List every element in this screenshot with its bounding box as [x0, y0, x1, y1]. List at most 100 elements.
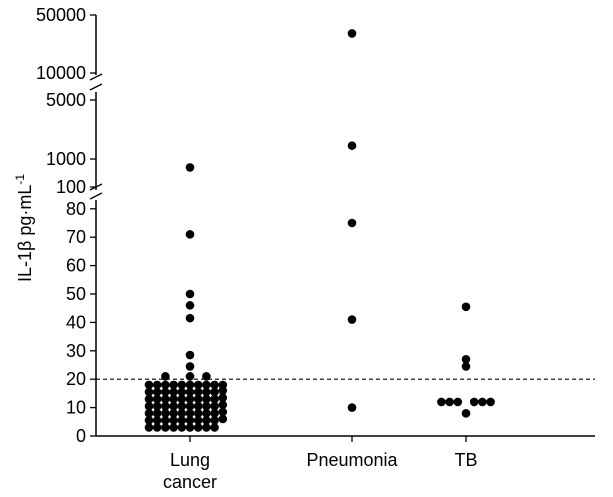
data-point [152, 380, 162, 390]
data-point [185, 301, 195, 310]
data-point [202, 372, 211, 381]
y-tick-label: 10 [66, 398, 86, 418]
data-point [218, 407, 228, 417]
data-point [347, 29, 357, 38]
y-tick-label: 5000 [46, 90, 86, 110]
data-point [152, 423, 162, 432]
y-tick-label: 60 [66, 256, 86, 276]
data-point [453, 397, 463, 407]
data-point [185, 394, 195, 404]
y-tick-label: 100 [56, 177, 86, 197]
y-tick-label: 70 [66, 227, 86, 247]
y-tick-label: 20 [66, 369, 86, 389]
data-point [152, 394, 162, 404]
data-point [144, 423, 154, 432]
y-tick-label: 10000 [36, 63, 86, 83]
data-point [469, 397, 479, 407]
data-point [347, 141, 357, 150]
data-point [218, 393, 228, 402]
data-point [347, 403, 357, 412]
data-point [185, 423, 195, 432]
axis-break-mark [89, 73, 103, 91]
data-point [445, 397, 454, 407]
data-point [461, 302, 471, 312]
data-point [193, 401, 203, 411]
data-point [152, 408, 162, 418]
data-point [177, 380, 187, 390]
axis-breaks [89, 73, 103, 200]
data-point [185, 230, 195, 239]
data-point [461, 355, 471, 364]
data-point [202, 408, 211, 418]
data-point [185, 387, 195, 397]
axis-break-mark [89, 183, 103, 200]
data-point [177, 387, 187, 397]
x-category-label: TB [454, 450, 477, 470]
data-point [177, 423, 187, 432]
data-point [177, 408, 187, 418]
data-point [152, 387, 162, 397]
x-ticks: Lung cancer Pneumonia TB [163, 436, 478, 492]
data-point [193, 408, 203, 418]
y-tick-label: 50 [66, 284, 86, 304]
data-point [210, 387, 219, 397]
data-point [437, 397, 446, 407]
data-point [202, 387, 211, 397]
data-point [185, 401, 195, 411]
data-point [161, 423, 170, 432]
data-point [218, 380, 228, 390]
data-point [461, 408, 471, 418]
data-point [210, 380, 219, 390]
data-point [218, 414, 228, 424]
data-point [161, 416, 170, 425]
x-category-label: Lung cancer [163, 450, 217, 492]
y-tick-label: 40 [66, 312, 86, 332]
data-point [177, 401, 187, 411]
data-point [185, 408, 195, 418]
data-point [193, 394, 203, 404]
data-point [185, 350, 195, 360]
data-point [169, 380, 178, 390]
data-point [210, 408, 219, 418]
data-point [461, 362, 471, 371]
data-point [144, 380, 154, 390]
data-point [210, 423, 219, 432]
data-point [177, 394, 187, 404]
data-point [486, 397, 495, 407]
data-point [210, 394, 219, 404]
y-axis-title: IL-1β pg·mL-1 [13, 174, 35, 282]
data-point [161, 380, 170, 390]
data-point [169, 423, 178, 432]
data-point [169, 394, 178, 404]
data-point [218, 400, 228, 410]
data-point [193, 387, 203, 397]
data-point [202, 380, 211, 390]
data-point [202, 416, 211, 425]
data-point [161, 408, 170, 418]
data-point [152, 416, 162, 425]
data-point [185, 362, 195, 371]
y-tick-label: 80 [66, 199, 86, 219]
data-point [185, 372, 195, 381]
data-point [202, 423, 211, 432]
data-point [185, 313, 195, 323]
data-point [202, 394, 211, 404]
data-point [185, 163, 195, 172]
y-tick-label: 50000 [36, 5, 86, 25]
data-point [347, 315, 357, 324]
data-points [144, 29, 495, 432]
y-tick-label: 30 [66, 341, 86, 361]
data-point [185, 289, 195, 299]
data-point [169, 401, 178, 411]
data-point [347, 218, 357, 228]
x-category-label: Pneumonia [306, 450, 398, 470]
y-tick-label: 0 [76, 426, 86, 446]
data-point [210, 416, 219, 425]
data-point [161, 372, 170, 381]
axes [95, 15, 595, 437]
data-point [144, 401, 154, 411]
data-point [185, 416, 195, 425]
data-point [161, 401, 170, 411]
data-point [152, 401, 162, 411]
